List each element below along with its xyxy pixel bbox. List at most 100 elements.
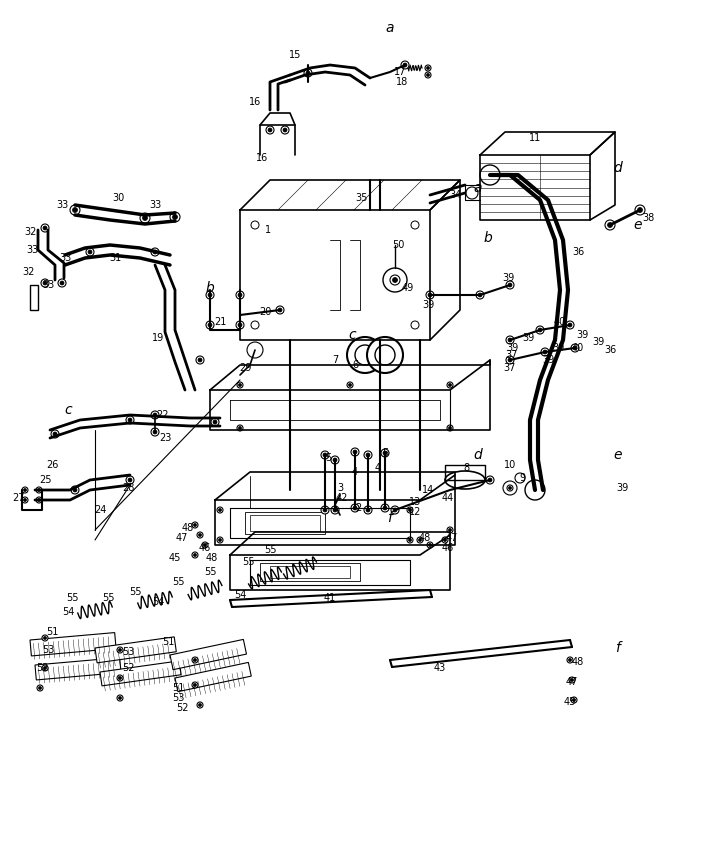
Text: d: d (474, 448, 482, 462)
Circle shape (403, 63, 407, 67)
Circle shape (196, 356, 204, 364)
Circle shape (22, 487, 28, 493)
Text: 3: 3 (337, 483, 343, 493)
Circle shape (323, 453, 327, 457)
Circle shape (198, 704, 202, 706)
Text: 47: 47 (446, 533, 458, 543)
Bar (30, 632, 116, 656)
Circle shape (427, 542, 433, 548)
Circle shape (321, 451, 329, 459)
Circle shape (381, 504, 389, 512)
Circle shape (443, 539, 447, 541)
Circle shape (447, 527, 453, 533)
Circle shape (173, 215, 178, 220)
Circle shape (170, 212, 180, 222)
Circle shape (153, 430, 157, 434)
Circle shape (151, 428, 159, 436)
Text: f: f (615, 641, 620, 655)
Circle shape (506, 336, 514, 344)
Circle shape (36, 487, 42, 493)
Circle shape (126, 476, 134, 484)
Text: 20: 20 (259, 307, 271, 317)
Circle shape (417, 537, 423, 543)
Circle shape (447, 382, 453, 388)
Circle shape (478, 293, 482, 297)
Circle shape (60, 281, 64, 285)
Circle shape (353, 506, 357, 510)
Text: 52: 52 (122, 663, 135, 673)
Text: 22: 22 (156, 410, 169, 420)
Circle shape (42, 635, 48, 641)
Circle shape (407, 507, 413, 513)
Text: 46: 46 (442, 543, 454, 553)
Text: 55: 55 (172, 577, 184, 587)
Circle shape (202, 542, 208, 548)
Text: 48: 48 (182, 523, 194, 533)
Text: 55: 55 (264, 545, 276, 555)
Text: 16: 16 (256, 153, 268, 163)
Circle shape (321, 506, 329, 514)
Circle shape (117, 647, 123, 653)
Text: 32: 32 (24, 227, 36, 237)
Text: 33: 33 (42, 280, 54, 290)
Circle shape (266, 126, 274, 134)
Text: 45: 45 (564, 697, 576, 707)
Text: 7: 7 (332, 355, 338, 365)
Text: b: b (484, 231, 492, 245)
Text: 33: 33 (149, 200, 161, 210)
Circle shape (568, 323, 572, 327)
Circle shape (401, 61, 409, 69)
Text: 53: 53 (172, 693, 184, 703)
Circle shape (38, 488, 40, 492)
Text: 33: 33 (59, 253, 71, 263)
Circle shape (38, 498, 40, 502)
Circle shape (390, 275, 400, 285)
Text: 9: 9 (519, 473, 525, 483)
Circle shape (506, 356, 514, 364)
Circle shape (331, 456, 339, 464)
Circle shape (268, 128, 272, 132)
Text: 55: 55 (66, 593, 79, 603)
Circle shape (203, 543, 207, 546)
Circle shape (529, 484, 541, 496)
Circle shape (36, 497, 42, 503)
Text: 54: 54 (62, 607, 74, 617)
Text: 26: 26 (46, 460, 58, 470)
Text: 52: 52 (176, 703, 188, 713)
Text: 33: 33 (26, 245, 38, 255)
Circle shape (447, 425, 453, 431)
Circle shape (73, 488, 77, 492)
Circle shape (236, 321, 244, 329)
Circle shape (43, 281, 47, 285)
Text: 38: 38 (642, 213, 654, 223)
Text: 39: 39 (422, 300, 434, 310)
Circle shape (383, 451, 387, 455)
Circle shape (72, 207, 77, 212)
Text: 31: 31 (109, 253, 121, 263)
Text: a: a (474, 181, 482, 195)
Circle shape (22, 497, 28, 503)
Circle shape (607, 222, 612, 227)
Circle shape (51, 430, 59, 438)
Text: 54: 54 (152, 597, 164, 607)
Text: 53: 53 (42, 645, 55, 655)
Circle shape (411, 221, 419, 229)
Circle shape (515, 473, 525, 483)
Text: 47: 47 (566, 677, 578, 687)
Circle shape (238, 293, 242, 297)
Text: 39: 39 (522, 333, 534, 343)
Text: e: e (634, 218, 642, 232)
Circle shape (192, 522, 198, 528)
Text: 51: 51 (162, 637, 174, 647)
Circle shape (38, 686, 42, 690)
Circle shape (411, 321, 419, 329)
Text: d: d (614, 161, 622, 175)
Circle shape (428, 543, 431, 546)
Text: 16: 16 (249, 97, 261, 107)
Text: 39: 39 (506, 343, 518, 353)
Circle shape (366, 508, 370, 512)
Text: 18: 18 (396, 77, 408, 87)
Circle shape (239, 383, 241, 386)
Circle shape (58, 279, 66, 287)
Circle shape (508, 283, 512, 287)
